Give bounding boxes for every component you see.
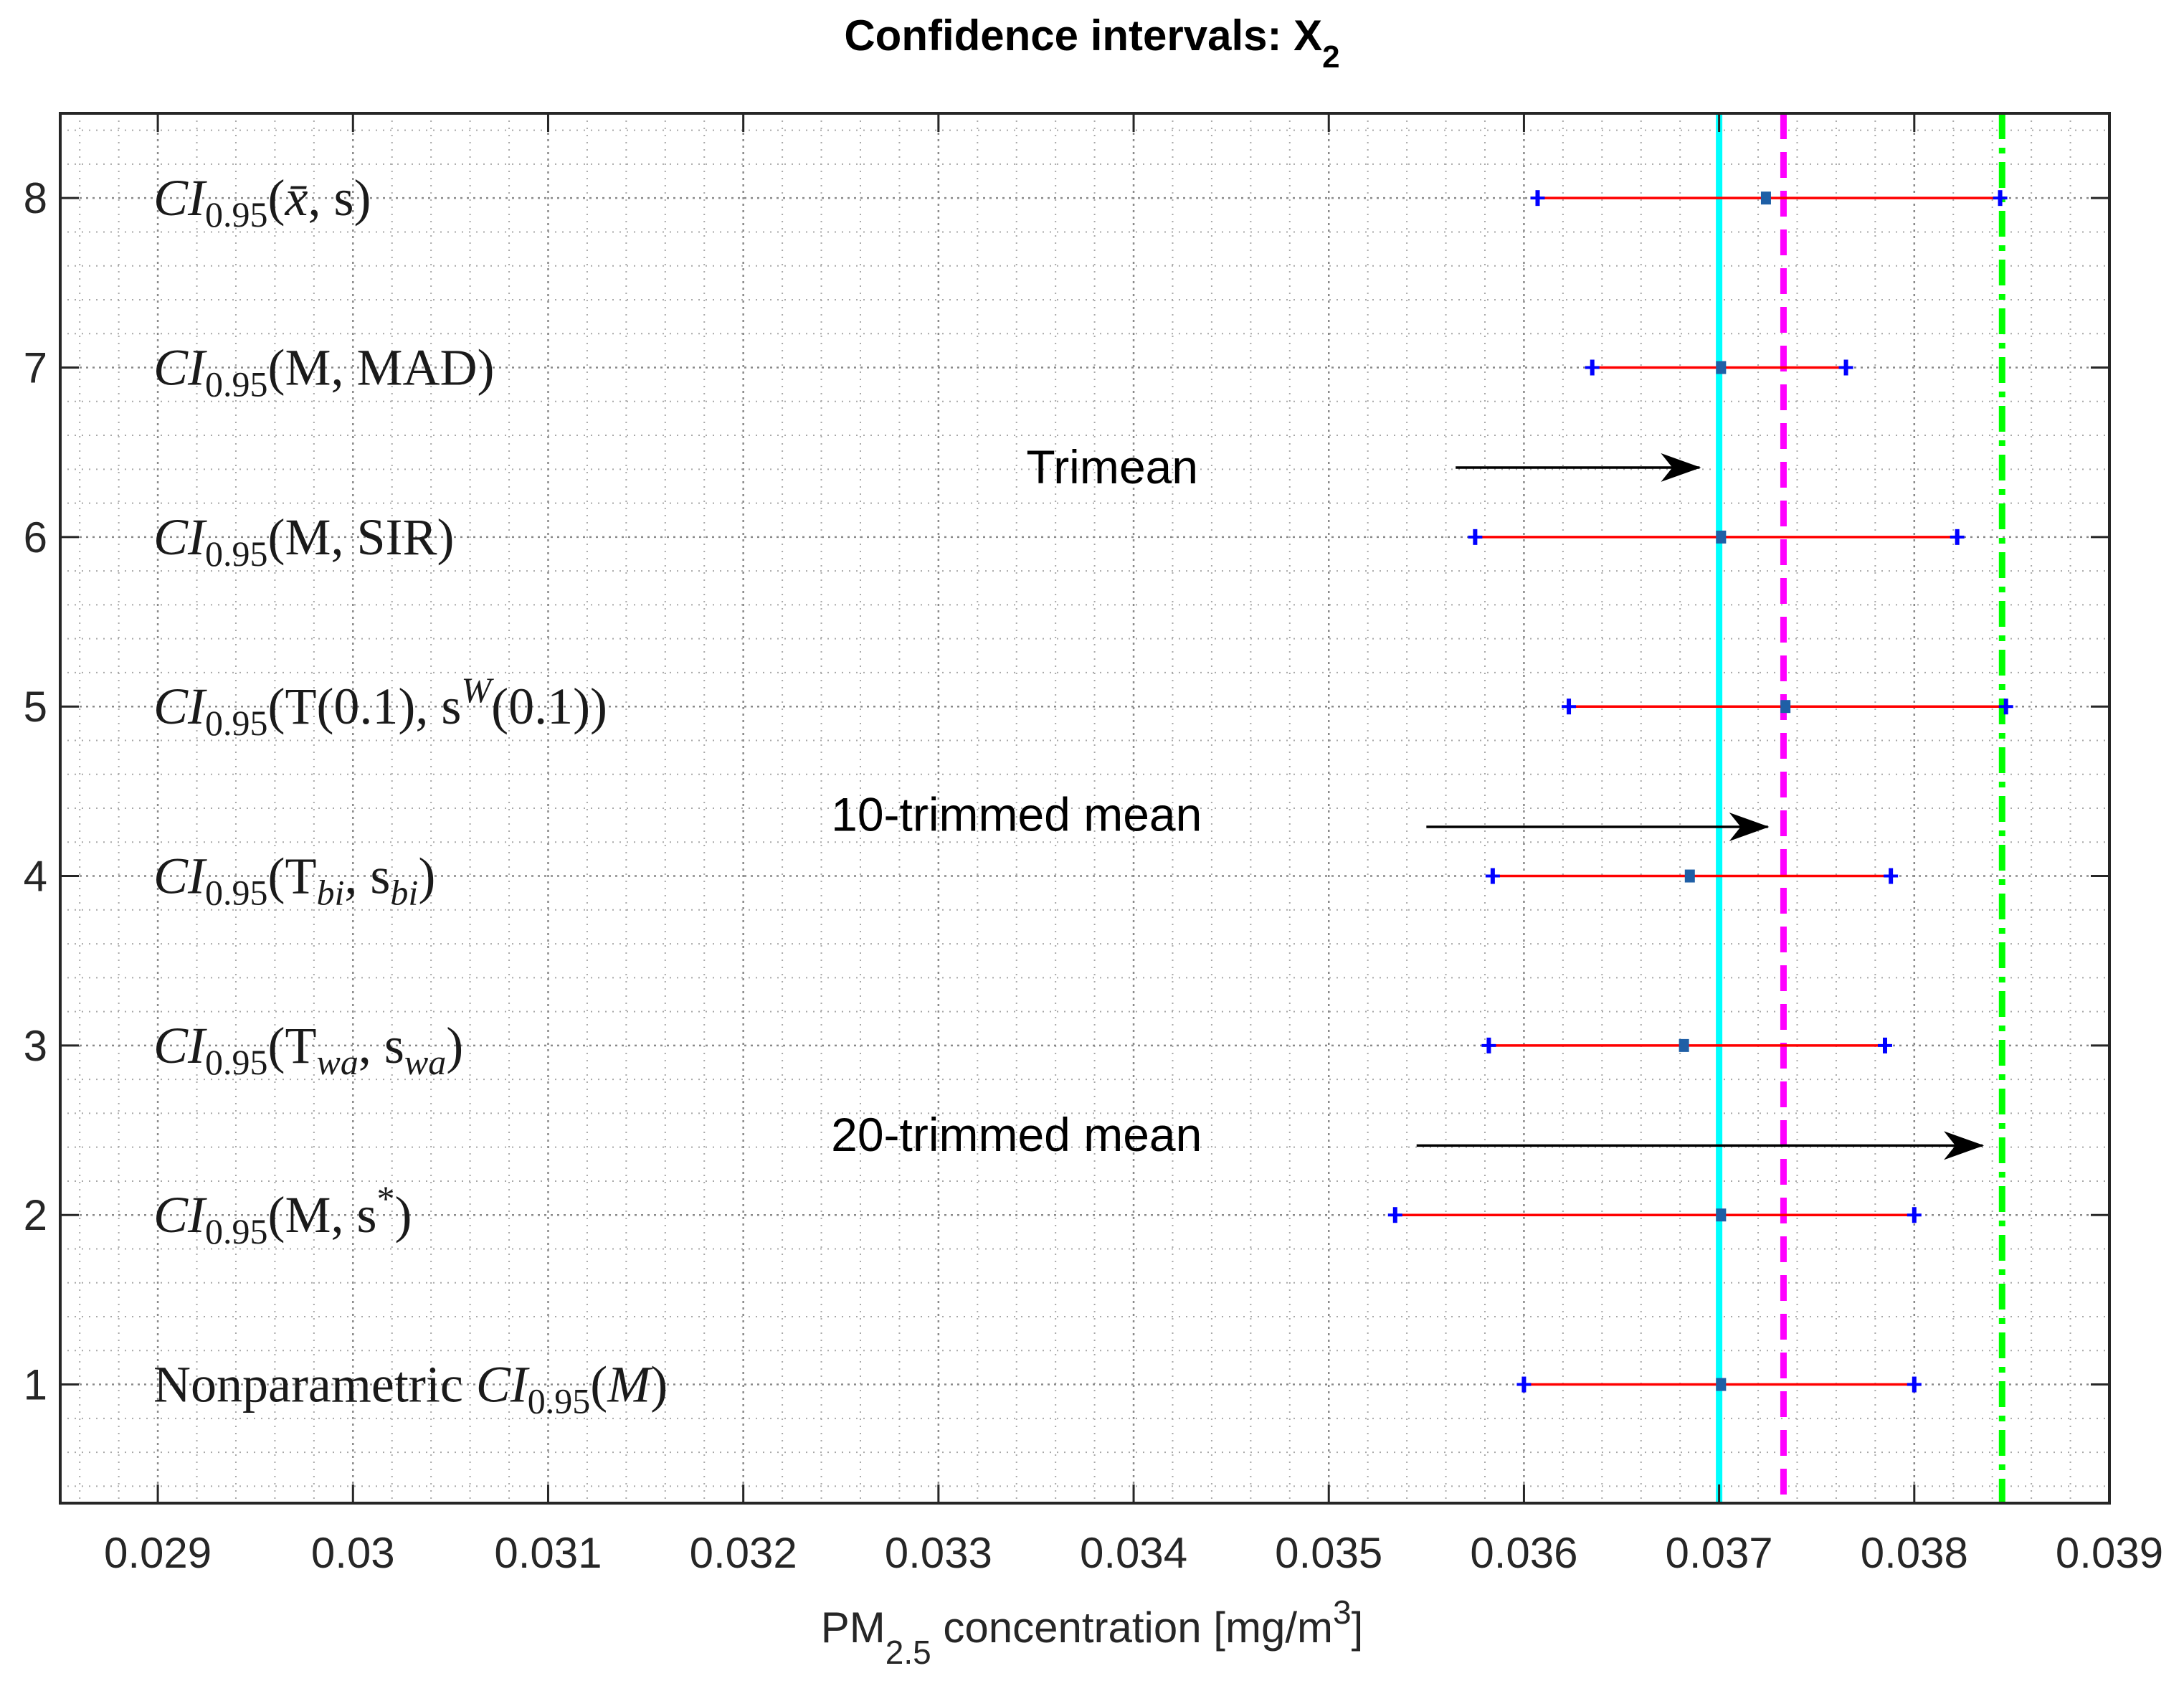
- x-tick-label: 0.031: [494, 1529, 602, 1577]
- interval-label-part: (M, s: [268, 1186, 377, 1244]
- x-tick-label: 0.038: [1861, 1529, 1968, 1577]
- y-tick-label: 6: [24, 513, 47, 562]
- x-axis-label-superscript: 3: [1333, 1593, 1352, 1631]
- interval-label-part: CI: [153, 339, 207, 397]
- y-tick-label: 3: [24, 1022, 47, 1070]
- interval-center-marker: [1716, 1378, 1727, 1391]
- interval-label-part: x̄: [284, 169, 308, 227]
- interval-center-marker: [1716, 530, 1727, 544]
- interval-label-part: 0.95: [205, 1211, 268, 1251]
- x-tick-label: 0.039: [2056, 1529, 2163, 1577]
- interval-label: CI0.95(T(0.1), sW(0.1)): [153, 670, 607, 743]
- annotation-text: 10-trimmed mean: [831, 787, 1202, 840]
- interval-label: CI0.95(Twa, swa): [153, 1017, 463, 1082]
- interval-center-marker: [1716, 1208, 1727, 1222]
- interval-label: CI0.95(M, s*): [153, 1178, 412, 1251]
- interval-label-part: , s: [344, 848, 390, 905]
- interval-label-part: , s): [308, 169, 371, 227]
- interval-label-part: CI: [153, 848, 207, 905]
- interval-label-part: (M): [590, 1356, 668, 1413]
- interval-label-part: CI: [153, 169, 207, 227]
- y-tick-label: 7: [24, 344, 47, 392]
- x-tick-label: 0.032: [690, 1529, 797, 1577]
- x-axis-label-subscript: 2.5: [886, 1634, 931, 1671]
- interval-center-marker: [1760, 191, 1771, 205]
- interval-label-part: bi: [316, 873, 344, 913]
- interval-label: CI0.95(x̄, s): [153, 169, 371, 235]
- reference-lines: [1716, 113, 2005, 1503]
- interval-label-part: 0.95: [205, 534, 268, 574]
- interval-center-marker: [1679, 1038, 1689, 1052]
- interval-label: CI0.95(M, MAD): [153, 339, 494, 404]
- x-tick-label: 0.029: [104, 1529, 212, 1577]
- interval-label-part: (M, SIR): [268, 508, 455, 566]
- interval-label-part: CI: [476, 1356, 530, 1413]
- y-tick-label: 1: [24, 1361, 47, 1409]
- interval-label-part: CI: [153, 1186, 207, 1244]
- interval-label-part: wa: [316, 1042, 358, 1082]
- chart-title: Confidence intervals: X2: [844, 11, 1339, 75]
- interval-label-part: W: [461, 670, 494, 710]
- x-tick-label: 0.035: [1275, 1529, 1382, 1577]
- interval-label-part: *: [377, 1178, 395, 1218]
- axes-box: [59, 112, 2111, 1505]
- interval-label-part: M: [607, 1356, 653, 1413]
- interval-label-part: 0.95: [205, 1042, 268, 1082]
- interval-label-part: 0.95: [205, 194, 268, 235]
- interval-label-part: CI: [153, 678, 207, 735]
- interval-label: Nonparametric CI0.95(M): [153, 1356, 668, 1421]
- annotation-text: 20-trimmed mean: [831, 1108, 1202, 1161]
- interval-label-part: (T: [268, 1017, 317, 1074]
- y-tick-label: 8: [24, 174, 47, 222]
- y-tick-label: 5: [24, 683, 47, 731]
- annotations: Trimean 10-trimmed mean 20-trimmed mean: [831, 440, 1985, 1161]
- interval-label-part: (M, MAD): [268, 339, 495, 397]
- interval-label-part: , s: [359, 1017, 404, 1074]
- interval-label-part: CI: [153, 1017, 207, 1074]
- interval-label-part: (0.1)): [491, 678, 607, 735]
- x-axis-label-text: concentration [mg/m: [931, 1604, 1333, 1652]
- interval-label-part: ): [446, 1017, 463, 1074]
- grid-layer: [60, 113, 2111, 1503]
- x-tick-label: 0.03: [311, 1529, 395, 1577]
- interval-center-marker: [1684, 869, 1695, 883]
- interval-label-part: ): [650, 1356, 668, 1413]
- y-tick-label: 4: [24, 853, 47, 901]
- x-axis-label-close: ]: [1352, 1604, 1364, 1652]
- interval-label-part: Nonparametric CI: [153, 1356, 530, 1413]
- interval-label-part: (: [268, 169, 285, 227]
- x-tick-label: 0.036: [1470, 1529, 1577, 1577]
- interval-label-part: wa: [404, 1042, 446, 1082]
- axis-ticks: 0.029 0.03 0.031 0.032 0.033 0.034 0.035 0.036 0…: [24, 113, 2163, 1577]
- interval-center-marker: [1780, 700, 1791, 714]
- x-axis-label-pm: PM: [821, 1604, 886, 1652]
- interval-labels: CI0.95(x̄, s)CI0.95(M, MAD)CI0.95(M, SIR…: [153, 169, 668, 1421]
- x-tick-label: 0.037: [1666, 1529, 1773, 1577]
- y-tick-label: 2: [24, 1191, 47, 1239]
- interval-label-part: 0.95: [205, 873, 268, 913]
- interval-label-part: bi: [390, 873, 418, 913]
- x-tick-label: 0.034: [1080, 1529, 1187, 1577]
- confidence-intervals: [1387, 190, 2013, 1393]
- interval-label: CI0.95(M, SIR): [153, 508, 455, 574]
- axes-frame: [59, 112, 2111, 1505]
- chart-title-main: Confidence intervals: X: [844, 11, 1322, 60]
- interval-label-part: (T: [268, 848, 317, 905]
- interval-label-part: 0.95: [205, 364, 268, 404]
- chart-title-subscript: 2: [1322, 39, 1339, 75]
- interval-center-marker: [1716, 361, 1727, 374]
- interval-label-part: (T(0.1), s: [268, 678, 462, 735]
- x-tick-label: 0.033: [885, 1529, 992, 1577]
- x-axis-label: PM2.5 concentration [mg/m3]: [821, 1593, 1363, 1671]
- interval-label-part: Nonparametric: [153, 1356, 476, 1413]
- annotation-text: Trimean: [1026, 440, 1198, 493]
- interval-label-part: 0.95: [205, 703, 268, 743]
- interval-label-part: 0.95: [528, 1381, 591, 1421]
- interval-label-part: ): [418, 848, 435, 905]
- interval-label: CI0.95(Tbi, sbi): [153, 848, 435, 913]
- interval-label-part: CI: [153, 508, 207, 566]
- interval-label-part: ): [395, 1186, 412, 1244]
